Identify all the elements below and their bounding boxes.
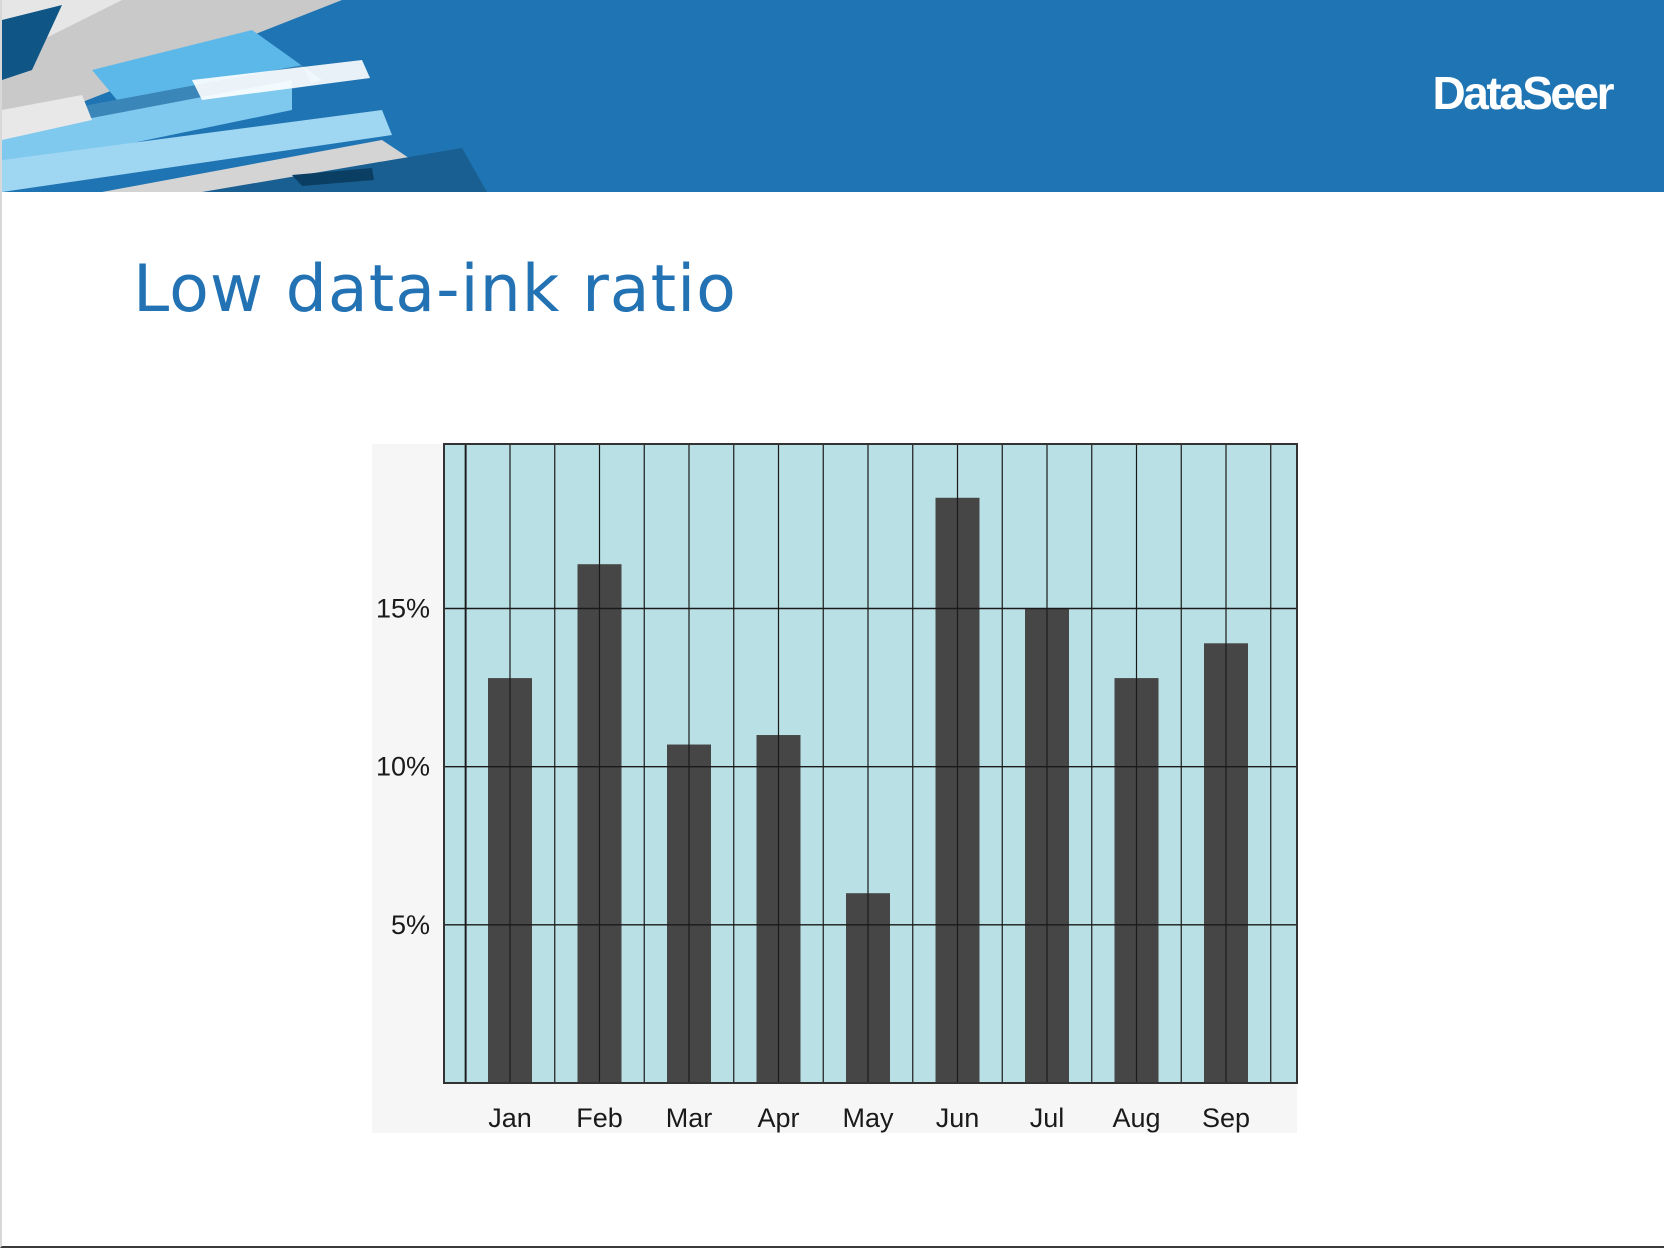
- x-tick-label: May: [842, 1103, 894, 1133]
- plot-border: [443, 443, 1298, 1084]
- x-tick-label: Jun: [936, 1103, 980, 1133]
- x-tick-label: Mar: [666, 1103, 713, 1133]
- banner-decoration: [2, 0, 487, 192]
- x-tick-label: Sep: [1202, 1103, 1250, 1133]
- x-tick-label: Feb: [576, 1103, 623, 1133]
- x-tick-label: Apr: [757, 1103, 799, 1133]
- y-tick-label: 5%: [391, 910, 430, 940]
- slide-title: Low data-ink ratio: [133, 252, 737, 327]
- x-tick-label: Jul: [1030, 1103, 1065, 1133]
- header-banner: DataSeer: [2, 0, 1664, 192]
- y-tick-label: 15%: [376, 593, 430, 623]
- x-tick-label: Aug: [1112, 1103, 1160, 1133]
- dataseer-logo: DataSeer: [1432, 67, 1615, 119]
- y-tick-label: 10%: [376, 752, 430, 782]
- x-tick-label: Jan: [488, 1103, 532, 1133]
